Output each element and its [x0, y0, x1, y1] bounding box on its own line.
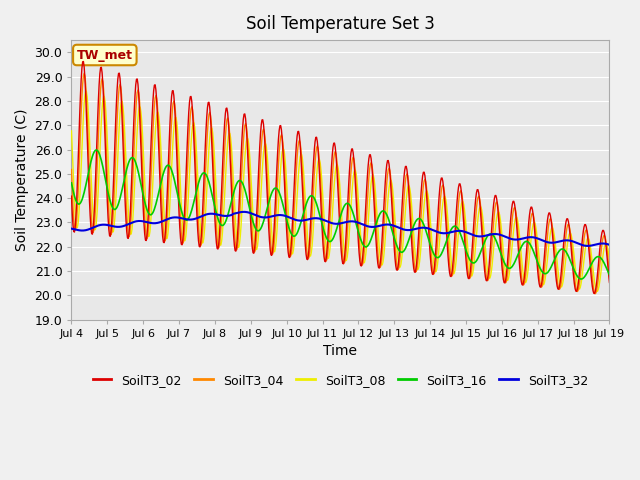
X-axis label: Time: Time	[323, 344, 358, 359]
Title: Soil Temperature Set 3: Soil Temperature Set 3	[246, 15, 435, 33]
Legend: SoilT3_02, SoilT3_04, SoilT3_08, SoilT3_16, SoilT3_32: SoilT3_02, SoilT3_04, SoilT3_08, SoilT3_…	[88, 369, 593, 392]
Y-axis label: Soil Temperature (C): Soil Temperature (C)	[15, 108, 29, 251]
Text: TW_met: TW_met	[77, 48, 133, 61]
